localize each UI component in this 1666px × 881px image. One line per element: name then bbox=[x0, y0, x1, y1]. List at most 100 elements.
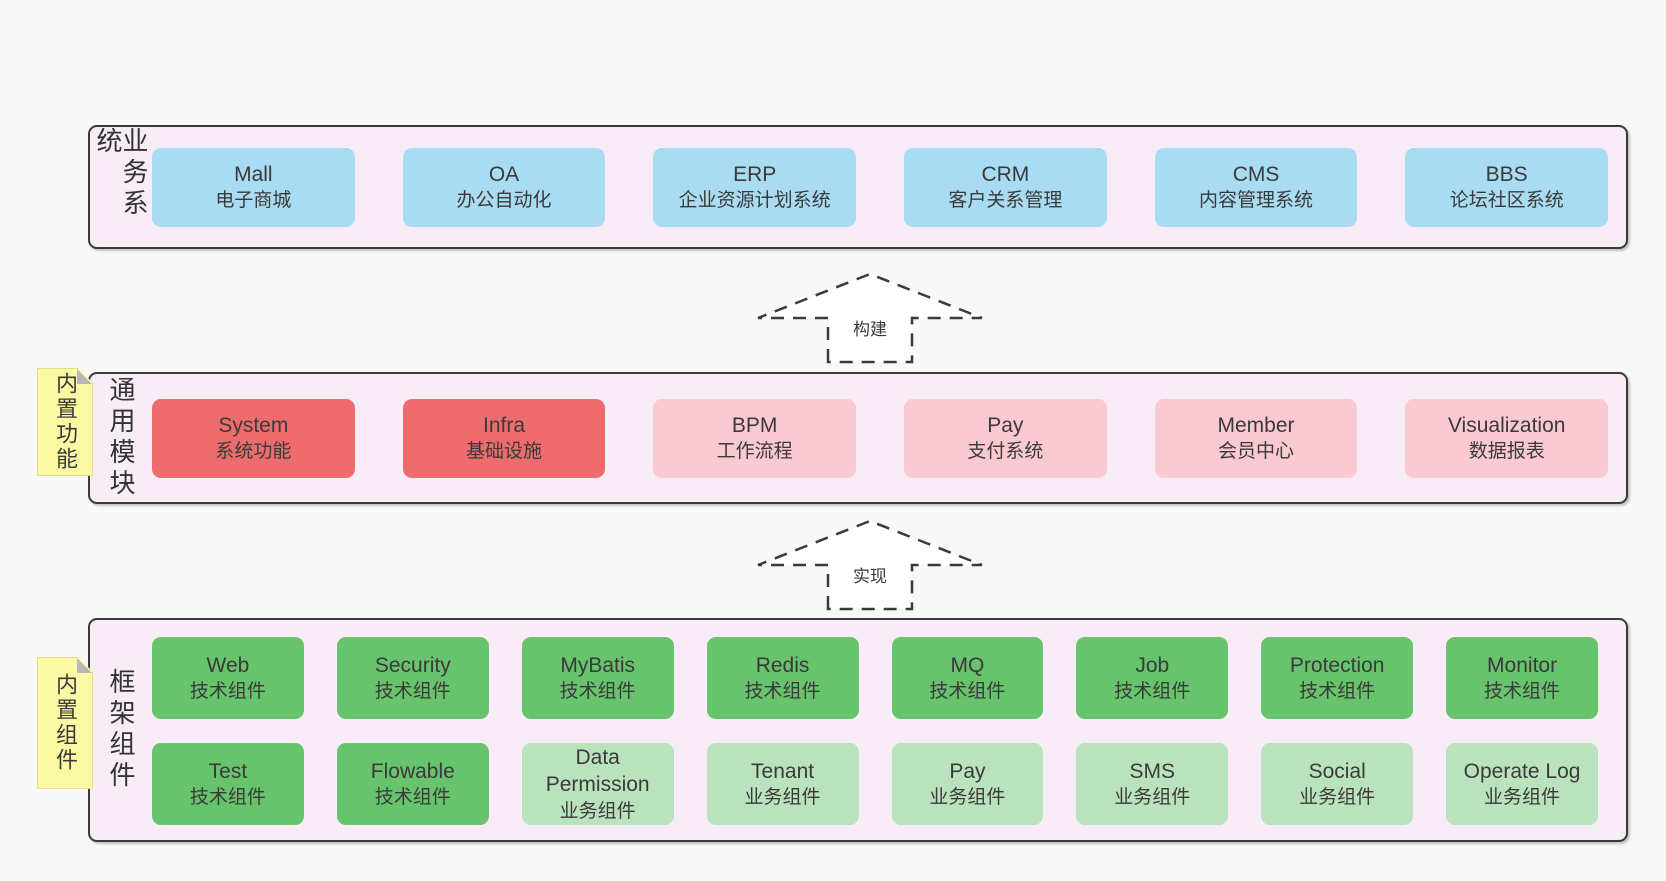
box-mall: Mall 电子商城 bbox=[152, 147, 355, 227]
box-infra-desc: 基础设施 bbox=[466, 441, 543, 463]
box-mall-name: Mall bbox=[234, 162, 273, 186]
box-protection: Protection 技术组件 bbox=[1261, 637, 1414, 719]
arrow-build: 构建 bbox=[750, 270, 990, 364]
box-flowable-name: Flowable bbox=[370, 759, 455, 783]
box-monitor-name: Monitor bbox=[1487, 653, 1558, 677]
box-member: Member 会员中心 bbox=[1154, 398, 1358, 478]
note-built-in-components-label: 内置组件 bbox=[53, 673, 78, 773]
common-modules-boxes: System 系统功能 Infra 基础设施 BPM 工作流程 Pay 支付系统… bbox=[152, 374, 1626, 502]
arrow-build-label: 构建 bbox=[848, 314, 892, 341]
box-sms: SMS 业务组件 bbox=[1076, 743, 1229, 825]
box-social: Social 业务组件 bbox=[1261, 743, 1414, 825]
box-sms-desc: 业务组件 bbox=[1114, 787, 1191, 809]
box-operate-log-desc: 业务组件 bbox=[1484, 787, 1561, 809]
box-pay-biz-name: Pay bbox=[949, 759, 986, 783]
box-system: System 系统功能 bbox=[152, 398, 355, 478]
box-job-desc: 技术组件 bbox=[1114, 681, 1191, 703]
box-job-name: Job bbox=[1135, 653, 1170, 677]
box-operate-log: Operate Log 业务组件 bbox=[1446, 743, 1598, 825]
box-protection-name: Protection bbox=[1289, 653, 1385, 677]
box-erp: ERP 企业资源计划系统 bbox=[653, 147, 857, 227]
box-bpm-desc: 工作流程 bbox=[716, 441, 793, 463]
box-member-desc: 会员中心 bbox=[1218, 441, 1295, 463]
box-oa-name: OA bbox=[488, 162, 520, 186]
box-redis-name: Redis bbox=[755, 653, 810, 677]
box-infra: Infra 基础设施 bbox=[402, 398, 606, 478]
box-visualization: Visualization 数据报表 bbox=[1405, 398, 1609, 478]
box-redis-desc: 技术组件 bbox=[744, 681, 821, 703]
box-mq-name: MQ bbox=[950, 653, 985, 677]
box-cms: CMS 内容管理系统 bbox=[1154, 147, 1358, 227]
box-erp-desc: 企业资源计划系统 bbox=[678, 190, 831, 212]
arrow-implement: 实现 bbox=[750, 517, 990, 611]
box-pay-biz-desc: 业务组件 bbox=[929, 787, 1006, 809]
box-system-name: System bbox=[218, 413, 289, 437]
box-monitor-desc: 技术组件 bbox=[1484, 681, 1561, 703]
box-mall-desc: 电子商城 bbox=[215, 190, 292, 212]
box-mybatis: MyBatis 技术组件 bbox=[521, 637, 674, 719]
box-test-desc: 技术组件 bbox=[189, 787, 266, 809]
box-operate-log-name: Operate Log bbox=[1463, 759, 1581, 783]
box-tenant-desc: 业务组件 bbox=[744, 787, 821, 809]
box-crm: CRM 客户关系管理 bbox=[904, 147, 1107, 227]
box-security: Security 技术组件 bbox=[336, 637, 489, 719]
box-job: Job 技术组件 bbox=[1076, 637, 1229, 719]
box-bpm: BPM 工作流程 bbox=[653, 398, 857, 478]
box-crm-desc: 客户关系管理 bbox=[948, 190, 1063, 212]
box-cms-desc: 内容管理系统 bbox=[1199, 190, 1314, 212]
note-built-in-components: 内置组件 bbox=[37, 657, 93, 789]
box-bbs: BBS 论坛社区系统 bbox=[1405, 147, 1609, 227]
arrow-implement-label: 实现 bbox=[848, 561, 892, 588]
box-tenant-name: Tenant bbox=[751, 759, 815, 783]
box-web-desc: 技术组件 bbox=[189, 681, 266, 703]
band-common-modules: 通用模块 System 系统功能 Infra 基础设施 BPM 工作流程 Pay… bbox=[88, 372, 1628, 504]
box-security-desc: 技术组件 bbox=[374, 681, 451, 703]
box-visualization-name: Visualization bbox=[1447, 413, 1566, 437]
box-test: Test 技术组件 bbox=[152, 743, 304, 825]
box-pay-name: Pay bbox=[987, 413, 1024, 437]
box-web: Web 技术组件 bbox=[152, 637, 304, 719]
box-flowable-desc: 技术组件 bbox=[374, 787, 451, 809]
box-member-name: Member bbox=[1217, 413, 1295, 437]
box-bbs-name: BBS bbox=[1485, 162, 1528, 186]
box-pay: Pay 支付系统 bbox=[904, 398, 1107, 478]
note-built-in-features: 内置功能 bbox=[37, 368, 93, 476]
box-data-permission-desc: 业务组件 bbox=[559, 801, 636, 823]
box-infra-name: Infra bbox=[482, 413, 526, 437]
box-mq-desc: 技术组件 bbox=[929, 681, 1006, 703]
box-crm-name: CRM bbox=[981, 162, 1030, 186]
business-systems-boxes: Mall 电子商城 OA 办公自动化 ERP 企业资源计划系统 CRM 客户关系… bbox=[152, 127, 1626, 247]
box-data-permission: Data Permission 业务组件 bbox=[521, 743, 674, 825]
box-oa: OA 办公自动化 bbox=[402, 147, 606, 227]
framework-components-boxes: Web 技术组件 Security 技术组件 MyBatis 技术组件 Redi… bbox=[152, 620, 1626, 840]
band-framework-components-label: 框架组件 bbox=[106, 668, 136, 792]
box-tenant: Tenant 业务组件 bbox=[706, 743, 859, 825]
box-web-name: Web bbox=[206, 653, 250, 677]
box-data-permission-name: Data Permission bbox=[545, 745, 650, 797]
band-framework-components: 框架组件 Web 技术组件 Security 技术组件 MyBatis 技术组件… bbox=[88, 618, 1628, 842]
note-built-in-features-label: 内置功能 bbox=[53, 372, 78, 472]
box-redis: Redis 技术组件 bbox=[706, 637, 859, 719]
box-mybatis-name: MyBatis bbox=[560, 653, 636, 677]
box-monitor: Monitor 技术组件 bbox=[1446, 637, 1598, 719]
box-bbs-desc: 论坛社区系统 bbox=[1449, 190, 1564, 212]
box-pay-desc: 支付系统 bbox=[967, 441, 1044, 463]
box-bpm-name: BPM bbox=[731, 413, 778, 437]
box-erp-name: ERP bbox=[733, 162, 777, 186]
box-social-name: Social bbox=[1308, 759, 1366, 783]
box-mq: MQ 技术组件 bbox=[891, 637, 1044, 719]
box-social-desc: 业务组件 bbox=[1299, 787, 1376, 809]
box-visualization-desc: 数据报表 bbox=[1468, 441, 1545, 463]
box-mybatis-desc: 技术组件 bbox=[559, 681, 636, 703]
box-protection-desc: 技术组件 bbox=[1299, 681, 1376, 703]
box-sms-name: SMS bbox=[1129, 759, 1176, 783]
band-business-systems: 业务系统 Mall 电子商城 OA 办公自动化 ERP 企业资源计划系统 CRM… bbox=[88, 125, 1628, 249]
band-business-systems-label: 业务系统 bbox=[93, 127, 149, 220]
box-pay-biz: Pay 业务组件 bbox=[891, 743, 1044, 825]
box-system-desc: 系统功能 bbox=[215, 441, 292, 463]
box-test-name: Test bbox=[208, 759, 248, 783]
band-common-modules-label: 通用模块 bbox=[106, 376, 136, 500]
box-oa-desc: 办公自动化 bbox=[456, 190, 552, 212]
box-security-name: Security bbox=[374, 653, 451, 677]
